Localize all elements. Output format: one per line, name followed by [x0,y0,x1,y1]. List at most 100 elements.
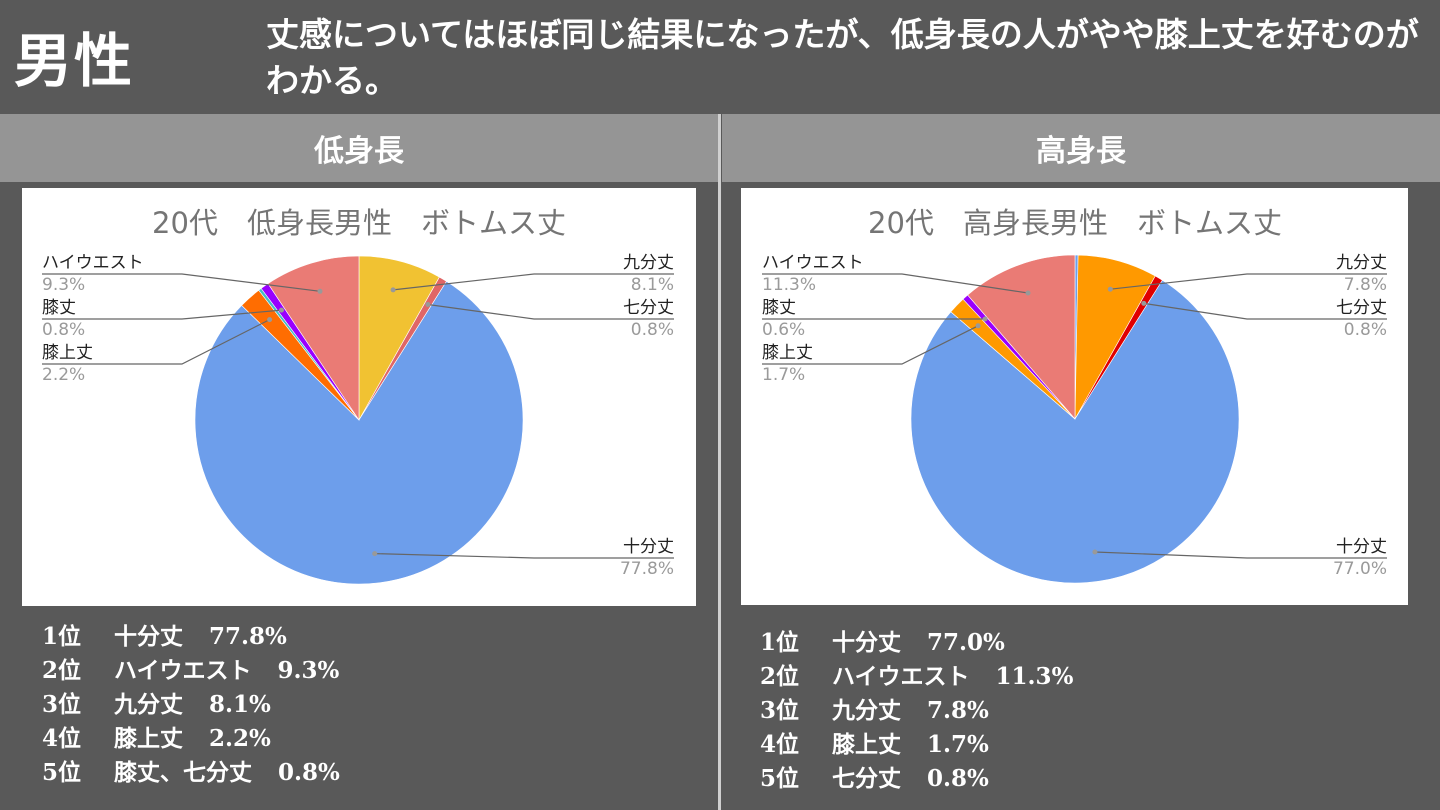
slice-label-name: 九分丈 [1336,253,1387,273]
ranking-row: 4位 膝上丈 2.2% [42,722,340,756]
ranking-value: 77.8% [209,623,287,650]
chart-panel-tall: 20代 高身長男性 ボトムス丈 ハイウエスト 11.3% 膝丈 0.6% 膝上丈 1.7% 九… [741,188,1408,605]
ranking-name: 十分丈 [114,623,183,650]
pie-slice-full-length [910,279,1240,584]
slice-label-name: 七分丈 [623,298,674,318]
pie-slice-high-waist [967,254,1076,420]
slice-label-value: 11.3% [762,275,816,295]
slice-label-value: 77.8% [620,559,674,579]
column-header-tall: 高身長 [722,114,1440,182]
ranking-name: 十分丈 [832,629,901,656]
ranking-position: 2位 [760,663,800,690]
ranking-row: 4位 膝上丈 1.7% [760,728,1073,762]
slice-label-value: 0.8% [42,320,85,340]
slice-label-name: 膝丈 [42,298,76,318]
slice-label-name: ハイウエスト [42,253,144,273]
leader-dot [1107,286,1113,292]
slice-label-value: 8.1% [631,275,674,295]
leader-dot [372,551,378,557]
slice-label-value: 9.3% [42,275,85,295]
leader-line [1094,551,1387,559]
leader-dot [267,317,273,323]
chart-title: 20代 高身長男性 ボトムス丈 [868,206,1282,240]
ranking-row: 5位 七分丈 0.8% [760,762,1073,796]
ranking-value: 77.0% [927,629,1005,656]
slice-label-name: 七分丈 [1336,298,1387,318]
slice-label-value: 77.0% [1333,559,1387,579]
slice-label-name: 膝丈 [762,298,796,318]
chart-title: 20代 低身長男性 ボトムス丈 [152,206,566,240]
slice-label-name: 膝上丈 [42,343,93,363]
ranking-row: 1位 十分丈 77.8% [42,620,340,654]
ranking-row: 1位 十分丈 77.0% [760,626,1073,660]
ranking-value: 1.7% [927,731,989,758]
ranking-position: 2位 [42,657,82,684]
slice-label-value: 1.7% [762,365,805,385]
slice-label-value: 2.2% [42,365,85,385]
ranking-name: 膝上丈 [114,725,183,752]
ranking-position: 3位 [42,691,82,718]
leader-line [427,303,674,320]
ranking-name: 九分丈 [832,697,901,724]
leader-dot [1025,290,1031,296]
ranking-name: 膝丈、七分丈 [114,759,252,786]
ranking-position: 4位 [42,725,82,752]
ranking-position: 4位 [760,731,800,758]
slice-label-name: ハイウエスト [762,253,864,273]
leader-line [393,273,674,291]
ranking-name: 七分丈 [832,765,901,792]
pie-chart-short: 20代 低身長男性 ボトムス丈ハイウエスト9.3%膝丈0.8%膝上丈2.2%九分… [42,206,674,585]
ranking-name: ハイウエスト [832,663,970,690]
ranking-value: 0.8% [278,759,340,786]
column-divider [718,114,721,810]
column-header-short: 低身長 [0,114,718,182]
ranking-row: 2位 ハイウエスト 9.3% [42,654,340,688]
pie-slice-high-waist [267,255,360,421]
ranking-position: 5位 [42,759,82,786]
ranking-value: 2.2% [209,725,271,752]
ranking-row: 5位 膝丈、七分丈 0.8% [42,756,340,790]
ranking-position: 3位 [760,697,800,724]
ranking-name: 九分丈 [114,691,183,718]
ranking-row: 2位 ハイウエスト 11.3% [760,660,1073,694]
ranking-list-tall: 1位 十分丈 77.0% 2位 ハイウエスト 11.3% 3位 九分丈 7.8% 4位 膝上丈 1.7… [760,626,1073,796]
ranking-position: 1位 [42,623,82,650]
ranking-value: 11.3% [995,663,1074,690]
leader-dot [425,302,431,307]
summary-text: 丈感についてはほぼ同じ結果になったが、低身長の人がやや膝上丈を好むのがわかる。 [266,15,1419,100]
ranking-value: 7.8% [927,697,989,724]
leader-line [762,273,1029,294]
slice-label-name: 九分丈 [623,253,674,273]
chart-panel-short: 20代 低身長男性 ボトムス丈 ハイウエスト 9.3% 膝丈 0.8% 膝上丈 2.2% 九分… [22,188,696,606]
ranking-row: 3位 九分丈 8.1% [42,688,340,722]
ranking-position: 1位 [760,629,800,656]
leader-line [1143,302,1387,320]
leader-line [42,319,270,365]
ranking-row: 3位 九分丈 7.8% [760,694,1073,728]
slice-label-name: 膝上丈 [762,343,813,363]
ranking-value: 9.3% [277,657,340,684]
leader-dot [975,323,981,329]
slice-label-value: 0.8% [1344,320,1387,340]
ranking-value: 0.8% [927,765,989,792]
leader-dot [317,288,323,294]
leader-line [762,325,979,365]
slice-label-value: 0.8% [631,320,674,340]
slice-label-value: 0.6% [762,320,805,340]
pie-slice-full-length [194,280,524,585]
slice-label-name: 十分丈 [623,537,674,557]
slice-label-name: 十分丈 [1336,537,1387,557]
ranking-name: 膝上丈 [832,731,901,758]
gender-heading: 男性 [14,27,135,95]
leader-line [42,309,282,320]
leader-dot [1141,300,1147,306]
ranking-value: 8.1% [209,691,271,718]
leader-dot [1092,549,1098,555]
ranking-position: 5位 [760,765,800,792]
ranking-list-short: 1位 十分丈 77.8% 2位 ハイウエスト 9.3% 3位 九分丈 8.1% 4位 膝上丈 2.2%… [42,620,340,790]
leader-dot [279,307,284,313]
slice-label-value: 7.8% [1344,275,1387,295]
leader-line [1110,273,1387,290]
ranking-name: ハイウエスト [114,657,252,684]
